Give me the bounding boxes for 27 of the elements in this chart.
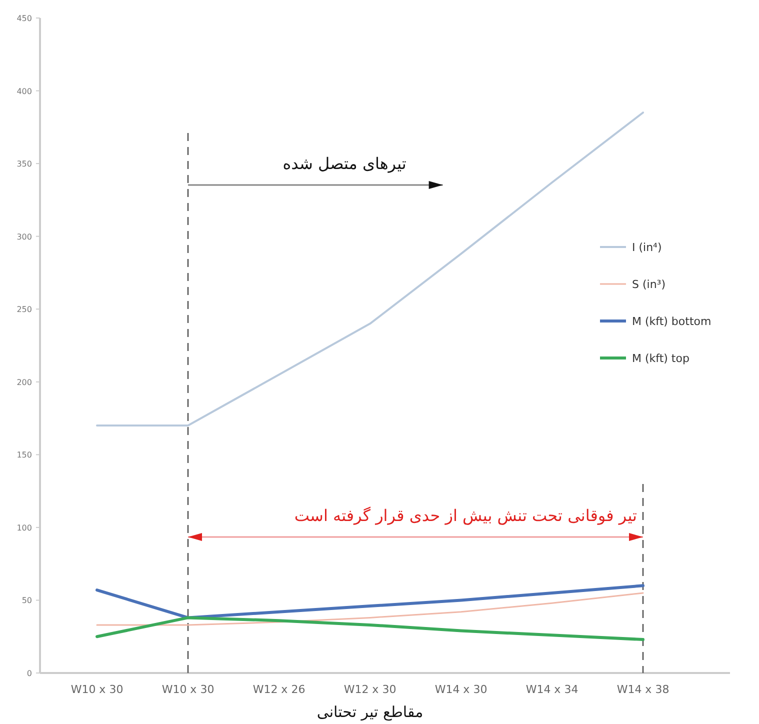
y-tick-label: 0 bbox=[26, 669, 32, 678]
y-tick-label: 350 bbox=[16, 160, 32, 169]
x-tick-label: W14 x 34 bbox=[526, 683, 578, 696]
y-tick-label: 50 bbox=[22, 596, 32, 606]
annotation: تیرهای متصل شده bbox=[282, 154, 406, 173]
line-series bbox=[96, 592, 644, 626]
annotation: تیر فوقانی تحت تنش بیش از حدی قرار گرفته است bbox=[294, 506, 637, 525]
y-tick-label: 400 bbox=[16, 86, 32, 96]
line-series bbox=[96, 616, 644, 642]
y-tick-label: 200 bbox=[16, 378, 32, 387]
legend-label: I (in⁴) bbox=[632, 241, 662, 254]
y-tick-label: 300 bbox=[16, 232, 32, 242]
y-tick-label: 450 bbox=[16, 14, 32, 23]
x-tick-label: W10 x 30 bbox=[70, 683, 124, 696]
x-tick-label: W10 x 30 bbox=[162, 683, 214, 696]
x-axis-title: مقاطع تیر تحتانی bbox=[316, 703, 424, 721]
line-series bbox=[96, 584, 644, 620]
y-tick-label: 150 bbox=[16, 450, 32, 460]
y-tick-label: 250 bbox=[16, 305, 32, 314]
x-tick-label: W14 x 38 bbox=[616, 683, 670, 696]
legend-label: M (kft) top bbox=[632, 352, 690, 365]
x-tick-label: W12 x 30 bbox=[344, 683, 396, 696]
x-tick-label: W14 x 30 bbox=[434, 683, 488, 696]
legend-label: S (in³) bbox=[632, 278, 666, 291]
legend-label: M (kft) bottom bbox=[632, 315, 712, 328]
x-tick-label: W12 x 26 bbox=[252, 683, 306, 696]
y-tick-label: 100 bbox=[16, 523, 32, 532]
